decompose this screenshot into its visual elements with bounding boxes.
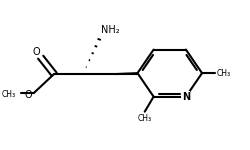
Text: N: N — [181, 92, 189, 102]
Text: CH₃: CH₃ — [137, 114, 151, 123]
Text: CH₃: CH₃ — [216, 69, 230, 78]
Text: CH₃: CH₃ — [2, 90, 16, 99]
Text: O: O — [24, 90, 32, 100]
Text: O: O — [32, 46, 40, 57]
Text: NH₂: NH₂ — [100, 25, 119, 35]
